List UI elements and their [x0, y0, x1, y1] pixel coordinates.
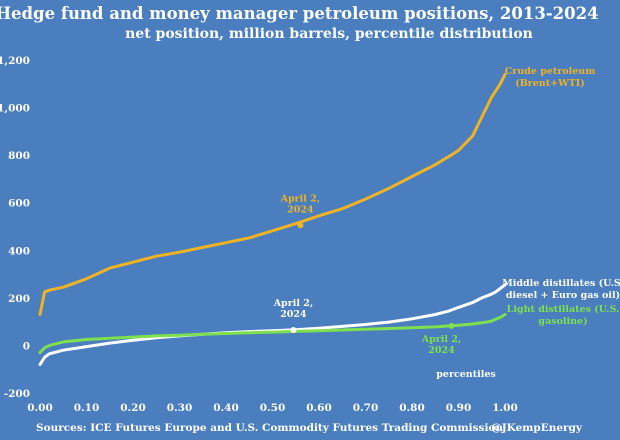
x-tick-label: 0.10	[74, 402, 100, 414]
x-tick-label: 0.40	[213, 402, 239, 414]
y-tick-label: -200	[4, 388, 30, 400]
x-tick-label: 0.80	[399, 402, 425, 414]
y-tick-label: 1,000	[0, 103, 30, 115]
legend-crude-line2: (Brent+WTI)	[515, 78, 585, 89]
y-tick-label: 600	[8, 198, 30, 210]
chart-subtitle: net position, million barrels, percentil…	[125, 26, 533, 42]
x-axis-label: percentiles	[436, 369, 495, 380]
annotation-label-light: 2024	[428, 345, 455, 356]
source-note: Sources: ICE Futures Europe and U.S. Com…	[36, 422, 503, 434]
legend-middle-line2: diesel + Euro gas oil)	[506, 290, 620, 301]
legend-middle-line1: Middle distillates (U.S.	[502, 278, 620, 289]
x-axis: 0.00 0.10 0.20 0.30 0.40 0.50 0.60 0.70 0.80 0.90…	[27, 402, 518, 414]
annotation-marker-light	[448, 322, 455, 329]
plot-area	[38, 72, 507, 366]
annotation-marker-middle	[290, 326, 297, 333]
legend-light-line2: gasoline)	[538, 316, 587, 327]
y-tick-label: 200	[8, 293, 30, 305]
x-tick-label: 0.00	[27, 402, 53, 414]
annotation-label-middle: April 2,	[273, 298, 313, 309]
y-tick-label: 400	[8, 245, 30, 257]
y-tick-label: 800	[8, 150, 30, 162]
annotation-label-middle: 2024	[280, 309, 307, 320]
x-tick-label: 0.30	[167, 402, 193, 414]
series-line-light	[38, 313, 507, 355]
annotation-label-crude: April 2,	[280, 193, 320, 204]
y-tick-label: 1,200	[0, 55, 30, 67]
x-tick-label: 0.70	[353, 402, 379, 414]
series-line-middle	[38, 283, 507, 366]
x-tick-label: 0.20	[120, 402, 146, 414]
x-tick-label: 0.50	[260, 402, 286, 414]
x-tick-label: 1.00	[492, 402, 518, 414]
legend-light-line1: Light distillates (U.S.	[507, 304, 620, 315]
chart-title: Hedge fund and money manager petroleum p…	[0, 4, 599, 23]
x-tick-label: 0.90	[446, 402, 472, 414]
annotation-label-crude: 2024	[287, 204, 314, 215]
legend-crude-line1: Crude petroleum	[505, 66, 596, 77]
author-handle: @JKempEnergy	[491, 422, 583, 434]
annotation-label-light: April 2,	[421, 334, 461, 345]
x-tick-label: 0.60	[306, 402, 332, 414]
y-tick-label: 0	[23, 340, 30, 352]
series-line-crude	[38, 72, 507, 316]
annotation-marker-crude	[297, 222, 304, 229]
y-axis: -200 0 200 400 600 800 1,000 1,200	[0, 55, 30, 400]
